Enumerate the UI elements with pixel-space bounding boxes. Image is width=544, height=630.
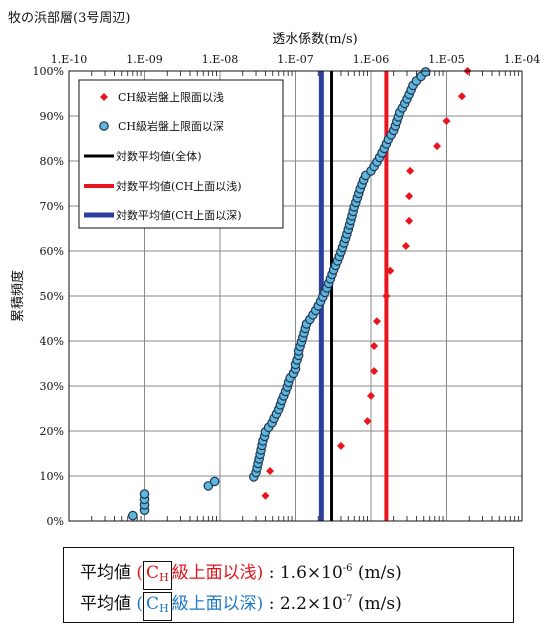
- summary-exponent: -6: [342, 563, 353, 574]
- summary-value: 2.2×10: [279, 594, 343, 614]
- plot-frame: [68, 70, 523, 522]
- shallow-point: [367, 391, 375, 400]
- shallow-point: [363, 417, 372, 426]
- summary-prefix: 平均値: [80, 563, 131, 583]
- summary-value: 1.6×10: [279, 563, 343, 583]
- deep-point: [209, 476, 220, 487]
- x-tick-label: 1.E-10: [51, 53, 87, 66]
- x-axis-title: 透水係数(m/s): [272, 32, 358, 47]
- summary-row-deep: 平均値 (CH 級上面以深) : 2.2×10-7 (m/s): [80, 589, 402, 621]
- summary-condition: 級上面以深): [171, 594, 264, 614]
- deep-point: [420, 67, 431, 77]
- deep-point: [139, 489, 150, 499]
- legend-label: CH級岩盤上限面以浅: [118, 90, 224, 104]
- ch-c: C: [146, 594, 160, 614]
- y-axis-title: 累積頻度: [10, 270, 26, 322]
- x-tick-label: 1.E-06: [353, 53, 389, 66]
- summary-colon: :: [268, 563, 275, 583]
- legend-marker-shallow: [100, 93, 108, 101]
- legend-marker-deep: [99, 121, 109, 131]
- ch-label-box: CH: [143, 561, 172, 590]
- shallow-point: [405, 192, 414, 201]
- y-tick-label: 80%: [40, 155, 64, 168]
- summary-colon: :: [268, 594, 275, 614]
- y-tick-label: 60%: [40, 245, 64, 258]
- y-tick-label: 40%: [40, 335, 64, 348]
- legend-label: CH級岩盤上限面以深: [118, 119, 224, 133]
- ch-c: C: [146, 563, 160, 583]
- page-title: 牧の浜部層(3号周辺): [8, 11, 130, 26]
- x-tick-label: 1.E-04: [504, 53, 540, 66]
- summary-unit: (m/s): [357, 563, 402, 583]
- y-tick-label: 10%: [40, 470, 64, 483]
- legend-label: 対数平均値(CH上面以深): [116, 208, 242, 222]
- summary-open-paren: (: [136, 563, 144, 583]
- tick-labels: 1.E-10 1.E-09 1.E-08 1.E-07 1.E-06 1.E-05 1.E-…: [33, 53, 541, 528]
- ch-h-subscript: H: [159, 602, 169, 615]
- shallow-point: [382, 292, 391, 300]
- shallow-point: [457, 92, 466, 101]
- summary-open-paren: (: [136, 594, 144, 614]
- summary-prefix: 平均値: [80, 594, 131, 614]
- y-tick-label: 0%: [47, 515, 64, 528]
- shallow-point: [401, 242, 410, 251]
- ch-h-subscript: H: [159, 571, 169, 584]
- shallow-point: [261, 491, 270, 500]
- y-tick-label: 20%: [40, 425, 64, 438]
- x-tick-label: 1.E-05: [428, 53, 464, 66]
- legend-frame: [78, 79, 284, 229]
- y-tick-label: 30%: [40, 380, 64, 393]
- legend-label: 対数平均値(CH上面以浅): [116, 179, 242, 193]
- permeability-chart: 牧の浜部層(3号周辺) 透水係数(m/s) 1.E-10 1.E-09 1.E-08…: [8, 11, 541, 528]
- shallow-point: [336, 441, 345, 450]
- ch-label-box: CH: [143, 592, 172, 621]
- y-tick-label: 90%: [40, 110, 64, 123]
- summary-condition: 級上面以浅): [171, 563, 264, 583]
- shallow-point: [406, 166, 415, 175]
- y-tick-label: 70%: [40, 200, 64, 213]
- shallow-point: [433, 142, 442, 151]
- shallow-point: [370, 367, 379, 376]
- x-tick-label: 1.E-08: [202, 53, 238, 66]
- x-tick-label: 1.E-07: [277, 53, 313, 66]
- y-tick-label: 100%: [33, 65, 64, 78]
- y-tick-label: 50%: [40, 290, 64, 303]
- legend-label: 対数平均値(全体): [116, 149, 202, 163]
- x-tick-label: 1.E-09: [126, 53, 162, 66]
- shallow-point: [386, 266, 395, 275]
- summary-box: 平均値 (CH 級上面以浅) : 1.6×10-6 (m/s) 平均値 (CH 級上…: [63, 547, 514, 623]
- summary-unit: (m/s): [357, 594, 402, 614]
- deep-point: [203, 481, 214, 491]
- shallow-point: [442, 116, 451, 125]
- shallow-point: [266, 467, 275, 476]
- shallow-point: [372, 317, 381, 326]
- summary-exponent: -7: [342, 594, 353, 605]
- summary-row-shallow: 平均値 (CH 級上面以浅) : 1.6×10-6 (m/s): [80, 558, 402, 590]
- deep-point: [128, 510, 138, 521]
- shallow-point: [370, 341, 379, 350]
- shallow-point: [405, 216, 414, 225]
- data-points: [128, 67, 472, 521]
